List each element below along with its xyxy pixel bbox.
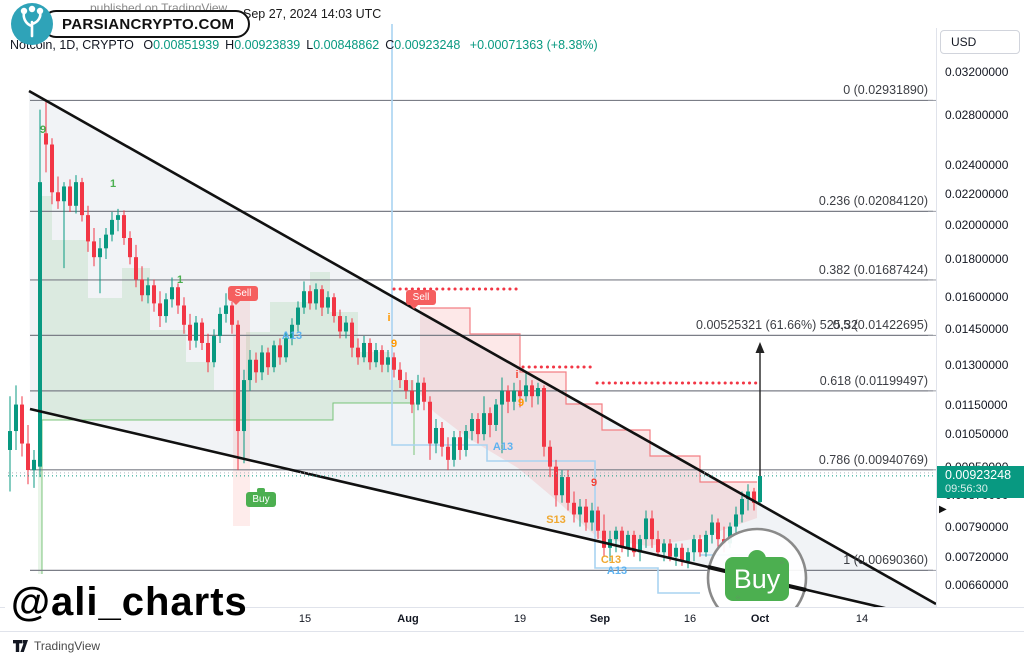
ohlc-value: 0.00848862	[313, 38, 380, 52]
td-sequential-label: 1	[109, 178, 117, 190]
price-axis-label: 0.00720000	[945, 549, 1009, 564]
current-price-value: 0.00923248	[945, 467, 1012, 482]
price-axis-label: 0.01300000	[945, 357, 1009, 372]
td-sequential-label: A13	[492, 441, 514, 453]
snapshot-date: Sep 27, 2024 14:03 UTC	[243, 7, 382, 21]
price-axis-label: 0.02000000	[945, 217, 1009, 232]
td-sequential-label: i	[387, 312, 391, 324]
price-axis-label: 0.01450000	[945, 322, 1009, 337]
fib-level-label: 0.5 (0.01422695)	[832, 318, 928, 333]
price-axis-label: 0.02200000	[945, 186, 1009, 201]
td-sequential-label: 9	[517, 397, 525, 409]
td-sequential-label: A13	[281, 330, 303, 342]
price-axis-label: 0.00660000	[945, 578, 1009, 592]
td-sequential-label: A13	[606, 565, 628, 577]
time-axis-label: 14	[855, 613, 869, 625]
ohlc-value: 0.00923248	[394, 38, 461, 52]
tradingview-footer: TradingView	[0, 631, 1024, 660]
td-sequential-label: 9	[390, 338, 398, 350]
buy-signal-badge: Buy	[246, 488, 276, 507]
price-axis-label: 0.03200000	[945, 65, 1009, 79]
watermark-handle: @ali_charts	[11, 579, 248, 624]
current-price-badge: 0.00923248 09:56:30	[937, 465, 1024, 498]
time-axis-label: Oct	[750, 613, 770, 625]
change-value: +0.00071363 (+8.38%)	[469, 38, 598, 52]
price-pointer-icon: ▶	[939, 504, 947, 515]
sell-signal-badge: Sell	[406, 290, 436, 309]
price-axis-label: 0.01600000	[945, 290, 1009, 305]
currency-toggle-button[interactable]: USD	[940, 30, 1020, 54]
magnifier-glare-dots: ⁘	[779, 560, 785, 567]
fib-level-label: 1 (0.00690360)	[843, 553, 928, 568]
fib-level-label: 0.236 (0.02084120)	[818, 194, 928, 209]
price-axis-label: 0.01050000	[945, 427, 1009, 442]
price-scale[interactable]: 0.03200000 0.02800000 0.02400000 0.02200000…	[936, 28, 1024, 607]
price-axis-label: 0.01150000	[945, 397, 1008, 412]
magnified-buy-label: Buy	[733, 563, 781, 594]
tradingview-logo-icon	[13, 640, 28, 652]
magnified-buy-badge: Buy	[725, 557, 789, 601]
ohlc-value: 0.00851939	[153, 38, 220, 52]
price-axis-label: 0.02400000	[945, 158, 1009, 173]
ohlc-key: O	[143, 38, 154, 52]
fib-level-label: 0 (0.02931890)	[843, 83, 928, 98]
td-sequential-label: 9	[590, 477, 598, 489]
time-axis-label: 16	[683, 613, 697, 625]
td-sequential-label: i	[515, 369, 519, 381]
ohlc-key: L	[306, 38, 314, 52]
price-axis-label: 0.02800000	[945, 108, 1009, 123]
time-axis-label: Sep	[589, 613, 611, 625]
watermark-box: @ali_charts	[5, 574, 247, 630]
ohlc-value: 0.00923839	[234, 38, 301, 52]
price-axis-label: 0.01800000	[945, 251, 1009, 266]
fib-level-label: 0.786 (0.00940769)	[818, 452, 928, 467]
td-sequential-label: 9	[39, 124, 47, 136]
ohlc-key: C	[385, 38, 395, 52]
ohlc-key: H	[225, 38, 235, 52]
td-sequential-label: C13	[600, 554, 622, 566]
sell-signal-badge: Sell	[228, 286, 258, 305]
parsiancrypto-logo-icon	[11, 3, 53, 45]
time-axis-label: Aug	[397, 613, 419, 625]
tradingview-brand-text: TradingView	[34, 639, 101, 653]
brand-pill: PARSIANCRYPTO.COM	[42, 10, 251, 38]
price-range-measure-label: 0.00525321 (61.66%) 525,32	[696, 318, 858, 332]
fib-level-label: 0.618 (0.01199497)	[819, 373, 928, 388]
magnifier-glare-dots: ⁘	[735, 595, 741, 602]
time-axis-label: 19	[513, 613, 527, 625]
fib-level-label: 0.382 (0.01687424)	[818, 262, 928, 277]
symbol-ohlc-row[interactable]: Notcoin, 1D, CRYPTO O0.00851939 H0.009238…	[10, 38, 598, 52]
td-sequential-label: 1	[176, 274, 184, 286]
td-sequential-label: S13	[546, 514, 566, 526]
ohlc-values: O0.00851939 H0.00923839 L0.00848862 C0.0092…	[137, 38, 460, 52]
time-axis-label: 15	[298, 613, 312, 625]
price-axis-label: 0.00790000	[945, 519, 1009, 534]
bar-countdown: 09:56:30	[945, 482, 988, 495]
